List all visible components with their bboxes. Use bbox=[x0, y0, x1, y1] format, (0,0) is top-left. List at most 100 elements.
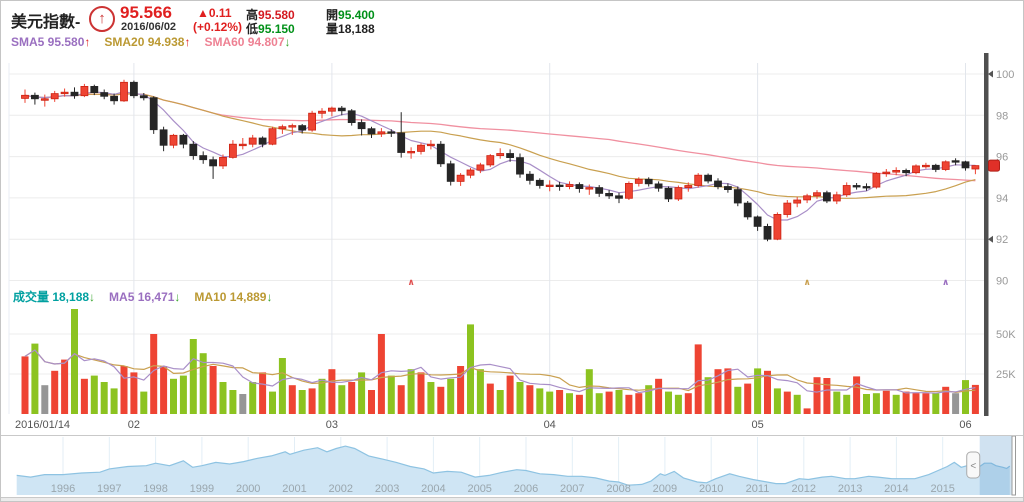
volume-bar bbox=[625, 394, 633, 414]
candle-body bbox=[70, 91, 79, 97]
volume-bar bbox=[764, 370, 771, 414]
x-axis-label: 05 bbox=[751, 419, 763, 431]
volume-bars bbox=[21, 309, 979, 414]
candle-body bbox=[575, 184, 584, 189]
volume-bar bbox=[51, 370, 59, 414]
volume-bar bbox=[328, 369, 336, 414]
sma-arrow-1: ↑ bbox=[184, 35, 191, 49]
candle-body bbox=[951, 160, 960, 163]
volume-bar bbox=[843, 394, 851, 414]
candle-body bbox=[149, 97, 158, 131]
volume-bar bbox=[744, 383, 752, 414]
volume-bar bbox=[496, 390, 504, 414]
volume-bar bbox=[526, 385, 534, 414]
candle-body bbox=[417, 144, 425, 152]
candle-body bbox=[506, 153, 515, 158]
volume-bar bbox=[595, 393, 603, 414]
candle-body bbox=[773, 213, 782, 240]
candle-body bbox=[694, 174, 703, 186]
volume-bar bbox=[635, 393, 643, 414]
navigator-year-label: 2014 bbox=[884, 483, 908, 495]
sma-sma20: SMA20 94.938↑ bbox=[104, 35, 191, 49]
candle-body bbox=[664, 187, 673, 200]
volume-bar bbox=[179, 375, 187, 414]
volume-bar bbox=[942, 386, 950, 414]
volume-value: 18,188 bbox=[338, 22, 375, 36]
volume-bar bbox=[407, 369, 415, 414]
candle-body bbox=[377, 131, 386, 135]
candle-body bbox=[446, 163, 455, 182]
candle-body bbox=[842, 185, 851, 196]
navigator-selection[interactable] bbox=[979, 436, 1012, 495]
candle-body bbox=[743, 202, 752, 218]
navigator-year-label: 2007 bbox=[560, 483, 584, 495]
volume-bar bbox=[694, 344, 702, 414]
volume-bar bbox=[427, 382, 435, 414]
volume-bar bbox=[546, 391, 554, 414]
volume-bar bbox=[288, 385, 296, 414]
navigator-year-label: 2015 bbox=[930, 483, 954, 495]
volume-bar bbox=[486, 383, 494, 414]
volume-label: 量 bbox=[326, 22, 339, 36]
candle-body bbox=[704, 174, 712, 182]
sma20-line bbox=[24, 93, 976, 199]
volume-bar bbox=[278, 358, 286, 414]
current-price-tag bbox=[988, 159, 1000, 172]
volume-bar bbox=[823, 378, 831, 414]
candle-body bbox=[189, 143, 198, 156]
candle-body bbox=[407, 151, 416, 154]
candle-body bbox=[634, 178, 643, 184]
candle-body bbox=[872, 173, 881, 188]
candle-body bbox=[644, 178, 653, 185]
candle-body bbox=[60, 91, 69, 95]
volume-bar bbox=[189, 339, 197, 414]
sma-legend-row[interactable]: SMA5 95.580↑ SMA20 94.938↑ SMA60 94.807↓ bbox=[11, 35, 305, 49]
candle-body bbox=[516, 157, 524, 175]
price-axis-tick: 98 bbox=[996, 110, 1008, 122]
volume-axis-tick: 25K bbox=[996, 369, 1016, 381]
candle-body bbox=[268, 128, 277, 145]
x-axis-label: 02 bbox=[128, 419, 140, 431]
volume-bar bbox=[813, 377, 821, 414]
chart-right-scrollbar[interactable] bbox=[984, 53, 989, 416]
candle-body bbox=[456, 174, 465, 182]
navigator-year-label: 2000 bbox=[236, 483, 260, 495]
low-value: 95.150 bbox=[258, 22, 295, 36]
volume-bar bbox=[912, 393, 920, 414]
timeline-navigator[interactable]: 1996 1997 1998 1999 2000 2001 2002 2003 2004 2005… bbox=[1, 435, 1023, 498]
volume-bar bbox=[61, 359, 69, 414]
candle-body bbox=[327, 107, 336, 112]
volume-bar bbox=[892, 394, 900, 414]
volume-bar bbox=[209, 366, 217, 414]
candle-body bbox=[466, 169, 475, 176]
navigator-left-handle[interactable] bbox=[966, 451, 981, 479]
candle-body bbox=[902, 170, 910, 174]
volume-bar bbox=[348, 382, 356, 414]
navigator-year-label: 2010 bbox=[699, 483, 723, 495]
high-value: 95.580 bbox=[258, 8, 295, 22]
candle-body bbox=[486, 155, 495, 166]
navigator-year-label: 2011 bbox=[746, 483, 770, 495]
volume-bar bbox=[80, 378, 88, 414]
navigator-right-handle[interactable] bbox=[1011, 435, 1016, 496]
sma-arrow-0: ↑ bbox=[84, 35, 91, 49]
axis-range-triangle-icon bbox=[988, 235, 993, 243]
volume-bar bbox=[724, 368, 732, 414]
volume-legend-row[interactable]: 成交量 18,188↓ MA5 16,471↓ MA10 14,889↓ bbox=[13, 288, 286, 305]
candle-body bbox=[288, 125, 297, 128]
candle-body bbox=[714, 180, 722, 187]
signal-marker: ∧ bbox=[407, 277, 414, 287]
candle-body bbox=[308, 112, 317, 131]
volume-bar bbox=[536, 388, 544, 414]
navigator-year-label: 2009 bbox=[653, 483, 677, 495]
candle-body bbox=[120, 81, 128, 102]
volume-bar bbox=[229, 390, 237, 414]
volume-bar bbox=[368, 390, 375, 414]
sma-sma5: SMA5 95.580↑ bbox=[11, 35, 91, 49]
sma5-line bbox=[24, 91, 976, 221]
candle-body bbox=[110, 95, 118, 102]
candle-body bbox=[674, 187, 683, 200]
navigator-year-label: 1996 bbox=[51, 483, 75, 495]
